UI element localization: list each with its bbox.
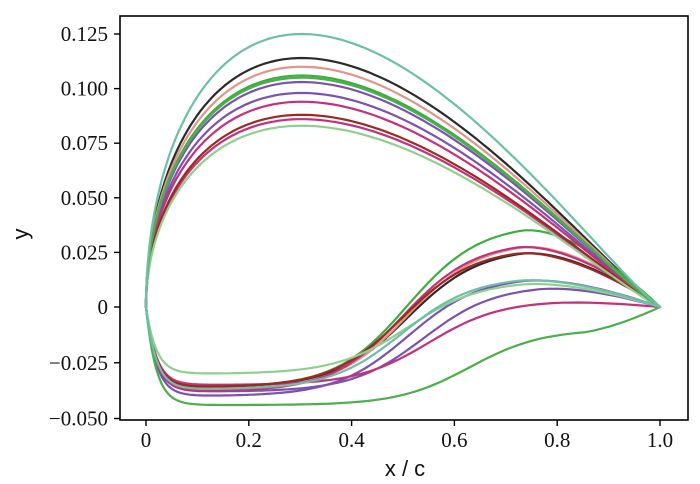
x-tick-label: 0 <box>141 428 152 452</box>
y-tick-label: 0.050 <box>61 186 108 210</box>
y-tick-label: 0.025 <box>61 240 108 264</box>
y-tick-label: −0.050 <box>49 407 108 431</box>
y-tick-label: −0.025 <box>49 351 108 375</box>
x-tick-label: 1.0 <box>647 428 673 452</box>
plot-frame <box>119 15 689 421</box>
y-axis-label: y <box>8 229 33 240</box>
series-line-8 <box>144 113 662 388</box>
x-tick-label: 0.6 <box>441 428 467 452</box>
y-tick-label: 0.100 <box>61 77 108 101</box>
y-tick-label: 0 <box>98 295 109 319</box>
x-axis-label: x / c <box>385 456 425 481</box>
y-tick-label: 0.125 <box>61 22 108 46</box>
x-tick-label: 0.8 <box>544 428 570 452</box>
series-line-11 <box>144 32 662 390</box>
y-tick-label: 0.075 <box>61 131 108 155</box>
x-tick-label: 0.4 <box>338 428 365 452</box>
x-tick-label: 0.2 <box>236 428 262 452</box>
